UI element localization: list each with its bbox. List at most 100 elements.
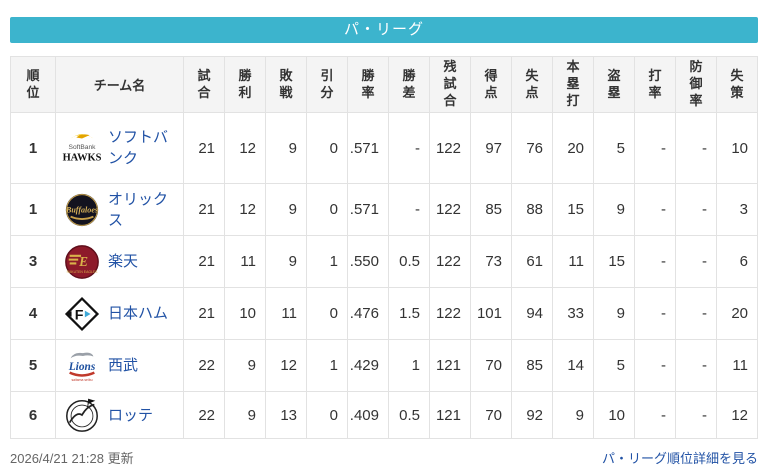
batting-avg-cell: - <box>634 183 676 236</box>
pct-cell: .476 <box>347 287 389 340</box>
era-cell: - <box>675 112 717 184</box>
table-footer: 2026/4/21 21:28 更新 パ・リーグ順位詳細を見る <box>10 448 758 467</box>
remaining-cell: 122 <box>429 235 471 288</box>
gb-cell: - <box>388 183 430 236</box>
svg-text:HAWKS: HAWKS <box>63 152 102 163</box>
svg-text:saitama seibu: saitama seibu <box>71 378 92 382</box>
homeruns-cell: 20 <box>552 112 594 184</box>
col-header-era: 防御率 <box>675 56 717 113</box>
draws-cell: 0 <box>306 287 348 340</box>
homeruns-cell: 33 <box>552 287 594 340</box>
nipponham-fighters-logo-icon: F <box>64 296 100 331</box>
svg-text:F: F <box>75 307 84 323</box>
wins-cell: 11 <box>224 235 266 288</box>
runs-allowed-cell: 76 <box>511 112 553 184</box>
col-header-draws: 引分 <box>306 56 348 113</box>
svg-text:RAKUTEN EAGLES: RAKUTEN EAGLES <box>67 269 99 273</box>
homeruns-cell: 15 <box>552 183 594 236</box>
homeruns-cell: 14 <box>552 339 594 392</box>
col-header-rank: 順位 <box>10 56 56 113</box>
wins-cell: 9 <box>224 339 266 392</box>
batting-avg-cell: - <box>634 339 676 392</box>
losses-cell: 9 <box>265 235 307 288</box>
runs-allowed-cell: 61 <box>511 235 553 288</box>
games-cell: 21 <box>183 287 225 340</box>
pct-cell: .571 <box>347 112 389 184</box>
team-cell: Buffaloes オリックス <box>55 183 184 236</box>
softbank-hawks-logo-icon: SoftBank HAWKS <box>63 134 102 163</box>
errors-cell: 10 <box>716 112 758 184</box>
standings-row-seibu: 5 Lions saitama seibu 西武 22 9 12 <box>10 339 758 392</box>
team-cell: ロッテ <box>55 391 184 439</box>
pct-cell: .550 <box>347 235 389 288</box>
draws-cell: 1 <box>306 235 348 288</box>
standings-row-orix: 1 Buffaloes オリックス 21 12 9 0 <box>10 183 758 236</box>
games-cell: 22 <box>183 339 225 392</box>
era-cell: - <box>675 235 717 288</box>
team-link-softbank[interactable]: ソフトバンク <box>108 129 169 167</box>
team-cell: Lions saitama seibu 西武 <box>55 339 184 392</box>
pct-cell: .409 <box>347 391 389 439</box>
runs-allowed-cell: 88 <box>511 183 553 236</box>
team-link-orix[interactable]: オリックス <box>108 190 169 229</box>
games-cell: 21 <box>183 112 225 184</box>
standings-row-nipponham: 4 F 日本ハム 21 10 11 0 .47 <box>10 287 758 340</box>
team-link-lotte[interactable]: ロッテ <box>108 406 154 424</box>
runs-allowed-cell: 85 <box>511 339 553 392</box>
standings-table: 順位 チーム名 試合 勝利 敗戦 引分 勝率 勝差 残試合 得点 失点 本塁打 … <box>10 56 758 439</box>
remaining-cell: 122 <box>429 287 471 340</box>
errors-cell: 20 <box>716 287 758 340</box>
errors-cell: 11 <box>716 339 758 392</box>
team-cell: SoftBank HAWKS ソフトバンク <box>55 112 184 184</box>
gb-cell: 0.5 <box>388 391 430 439</box>
col-header-errors: 失策 <box>716 56 758 113</box>
games-cell: 21 <box>183 235 225 288</box>
rank-cell: 1 <box>10 112 56 184</box>
errors-cell: 12 <box>716 391 758 439</box>
games-cell: 22 <box>183 391 225 439</box>
remaining-cell: 121 <box>429 339 471 392</box>
losses-cell: 13 <box>265 391 307 439</box>
remaining-cell: 122 <box>429 183 471 236</box>
steals-cell: 9 <box>593 183 635 236</box>
lotte-marines-logo-icon <box>66 398 98 432</box>
batting-avg-cell: - <box>634 391 676 439</box>
era-cell: - <box>675 287 717 340</box>
steals-cell: 10 <box>593 391 635 439</box>
homeruns-cell: 11 <box>552 235 594 288</box>
remaining-cell: 122 <box>429 112 471 184</box>
col-header-pct: 勝率 <box>347 56 389 113</box>
team-link-seibu[interactable]: 西武 <box>108 357 139 374</box>
rank-cell: 5 <box>10 339 56 392</box>
wins-cell: 10 <box>224 287 266 340</box>
pct-cell: .571 <box>347 183 389 236</box>
team-link-nipponham[interactable]: 日本ハム <box>108 305 169 322</box>
homeruns-cell: 9 <box>552 391 594 439</box>
losses-cell: 12 <box>265 339 307 392</box>
wins-cell: 12 <box>224 183 266 236</box>
gb-cell: 0.5 <box>388 235 430 288</box>
runs-scored-cell: 97 <box>470 112 512 184</box>
errors-cell: 3 <box>716 183 758 236</box>
league-title: パ・リーグ <box>343 21 424 38</box>
losses-cell: 9 <box>265 112 307 184</box>
gb-cell: - <box>388 112 430 184</box>
steals-cell: 5 <box>593 339 635 392</box>
last-updated-text: 2026/4/21 21:28 更新 <box>10 451 134 466</box>
runs-scored-cell: 101 <box>470 287 512 340</box>
batting-avg-cell: - <box>634 235 676 288</box>
svg-text:SoftBank: SoftBank <box>69 144 97 151</box>
seibu-lions-logo-icon: Lions saitama seibu <box>68 352 96 382</box>
league-detail-link[interactable]: パ・リーグ順位詳細を見る <box>601 451 758 466</box>
games-cell: 21 <box>183 183 225 236</box>
era-cell: - <box>675 183 717 236</box>
col-header-wins: 勝利 <box>224 56 266 113</box>
team-link-rakuten[interactable]: 楽天 <box>108 253 139 270</box>
remaining-cell: 121 <box>429 391 471 439</box>
draws-cell: 0 <box>306 112 348 184</box>
gb-cell: 1 <box>388 339 430 392</box>
col-header-runs-scored: 得点 <box>470 56 512 113</box>
steals-cell: 9 <box>593 287 635 340</box>
col-header-remaining: 残試合 <box>429 56 471 113</box>
standings-row-lotte: 6 ロッテ 22 9 13 0 <box>10 391 758 439</box>
